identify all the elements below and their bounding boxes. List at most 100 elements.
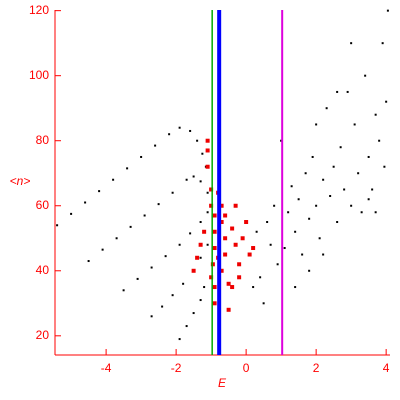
- point: [386, 9, 389, 12]
- point: [381, 42, 384, 45]
- point: [237, 262, 242, 267]
- point: [343, 188, 346, 191]
- point: [332, 165, 335, 168]
- point: [266, 221, 269, 224]
- point: [206, 243, 209, 246]
- point: [336, 221, 339, 224]
- point: [230, 285, 235, 290]
- point: [374, 113, 377, 116]
- point: [252, 286, 255, 289]
- point: [290, 185, 293, 188]
- point: [308, 269, 311, 272]
- point: [98, 190, 101, 193]
- point: [182, 282, 185, 285]
- point: [367, 198, 370, 201]
- point: [150, 315, 153, 318]
- point: [240, 236, 245, 241]
- point: [56, 224, 59, 227]
- point: [143, 214, 146, 217]
- point: [226, 307, 231, 312]
- point: [308, 217, 311, 220]
- x-tick-label: 2: [313, 361, 320, 375]
- point: [205, 164, 210, 169]
- y-tick-label: 120: [29, 3, 49, 17]
- point: [185, 325, 188, 328]
- y-tick-label: 60: [36, 198, 50, 212]
- x-tick-label: 4: [383, 361, 390, 375]
- point: [192, 312, 195, 315]
- point: [196, 139, 199, 142]
- point: [219, 220, 224, 225]
- point: [339, 146, 342, 149]
- point: [223, 236, 228, 241]
- point: [202, 229, 207, 234]
- point: [199, 256, 202, 259]
- point: [364, 74, 367, 77]
- point: [325, 107, 328, 110]
- point: [346, 90, 349, 93]
- point: [126, 167, 129, 170]
- y-tick-label: 40: [36, 263, 50, 277]
- point: [171, 294, 174, 297]
- point: [164, 255, 167, 258]
- point: [318, 237, 321, 240]
- y-tick-label: 20: [36, 328, 50, 342]
- point: [195, 255, 200, 260]
- point: [374, 211, 377, 214]
- point: [280, 139, 283, 142]
- point: [259, 276, 262, 279]
- point: [247, 252, 252, 257]
- point: [385, 100, 388, 103]
- x-tick-label: 0: [243, 361, 250, 375]
- y-axis-label: <n>: [10, 174, 31, 188]
- point: [315, 123, 318, 126]
- point: [203, 286, 206, 289]
- point: [122, 289, 125, 292]
- point: [199, 299, 202, 302]
- point: [70, 212, 73, 215]
- point: [209, 203, 214, 208]
- point: [185, 178, 188, 181]
- point: [212, 246, 217, 251]
- point: [154, 144, 157, 147]
- x-axis-label: E: [218, 376, 227, 390]
- y-tick-label: 100: [29, 68, 49, 82]
- point: [322, 253, 325, 256]
- point: [157, 203, 160, 206]
- point: [168, 133, 171, 136]
- point: [199, 180, 202, 183]
- point: [378, 139, 381, 142]
- point: [206, 191, 209, 194]
- point: [199, 221, 202, 224]
- point: [329, 194, 332, 197]
- point: [212, 301, 217, 306]
- point: [294, 230, 297, 233]
- point: [189, 232, 192, 235]
- point: [171, 191, 174, 194]
- point: [223, 252, 228, 257]
- x-tick-label: -4: [101, 361, 112, 375]
- point: [140, 155, 143, 158]
- point: [230, 226, 235, 231]
- point: [360, 211, 363, 214]
- point: [350, 204, 353, 207]
- point: [189, 129, 192, 132]
- point: [269, 243, 272, 246]
- point: [315, 204, 318, 207]
- point: [209, 187, 214, 192]
- y-tick-label: 80: [36, 133, 50, 147]
- point: [112, 178, 115, 181]
- point: [336, 90, 339, 93]
- point: [233, 242, 238, 247]
- point: [311, 155, 314, 158]
- point: [233, 203, 238, 208]
- point: [287, 211, 290, 214]
- point: [244, 220, 249, 225]
- point: [226, 281, 231, 286]
- point: [209, 275, 214, 280]
- point: [367, 155, 370, 158]
- point: [297, 198, 300, 201]
- point: [206, 211, 209, 214]
- point: [255, 230, 258, 233]
- point: [262, 302, 265, 305]
